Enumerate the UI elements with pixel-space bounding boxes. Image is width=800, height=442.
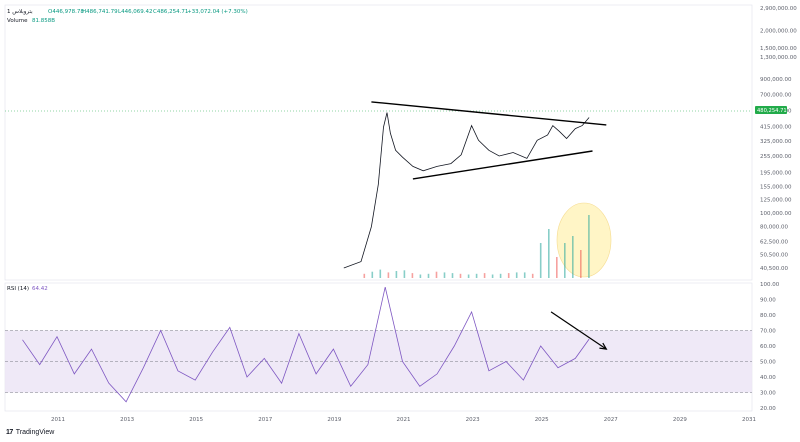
volume-label: Volume bbox=[7, 18, 28, 24]
trendline bbox=[412, 150, 593, 180]
price-tick-label: 50,500.00 bbox=[760, 253, 788, 259]
rsi-tick-label: 60.00 bbox=[760, 344, 776, 350]
volume-bar bbox=[371, 271, 374, 278]
price-tick-label: 325,000.00 bbox=[760, 139, 792, 145]
rsi-tick-label: 30.00 bbox=[760, 391, 776, 397]
brand-label: TradingView bbox=[15, 429, 55, 436]
time-tick-label: 2019 bbox=[327, 417, 341, 423]
volume-bar bbox=[564, 243, 566, 278]
price-tick-label: 2,900,000.00 bbox=[760, 6, 797, 12]
volume-bar bbox=[395, 271, 398, 278]
rsi-label: RSI (14) bbox=[7, 286, 29, 292]
current-price-label: 480,254.71 bbox=[757, 108, 787, 114]
price-tick-label: 415,000.00 bbox=[760, 124, 792, 130]
volume-bar bbox=[427, 273, 430, 278]
price-tick-label: 255,000.00 bbox=[760, 154, 792, 160]
price-series bbox=[343, 112, 590, 269]
volume-bar bbox=[580, 250, 582, 278]
volume-bar bbox=[363, 273, 366, 278]
rsi-annotation-arrow bbox=[550, 311, 608, 350]
volume-value: 81.858B bbox=[32, 18, 55, 24]
volume-bar bbox=[459, 273, 462, 278]
rsi-tick-label: 50.00 bbox=[760, 360, 776, 366]
volume-bar bbox=[419, 274, 422, 278]
volume-bar bbox=[411, 273, 414, 278]
arrow-head bbox=[599, 342, 608, 350]
time-tick-label: 2023 bbox=[466, 417, 480, 423]
rsi-value: 64.42 bbox=[32, 286, 48, 292]
price-tick-label: 1,500,000.00 bbox=[760, 46, 797, 52]
price-tick-label: 155,000.00 bbox=[760, 184, 792, 190]
price-tick-label: 62,500.00 bbox=[760, 240, 788, 246]
volume-bar bbox=[443, 272, 446, 278]
volume-bar bbox=[403, 270, 406, 278]
volume-bar bbox=[491, 274, 494, 278]
rsi-line bbox=[22, 287, 590, 403]
price-tick-label: 125,000.00 bbox=[760, 197, 792, 203]
rsi-tick-label: 40.00 bbox=[760, 375, 776, 381]
volume-bar bbox=[451, 273, 454, 278]
volume-bar bbox=[588, 215, 590, 278]
time-tick-label: 2027 bbox=[604, 417, 618, 423]
rsi-axis: 100.00 90.00 80.00 70.00 60.00 50.00 40.00 30.0… bbox=[760, 282, 780, 412]
price-tick-label: 700,000.00 bbox=[760, 93, 792, 99]
volume-bar bbox=[435, 271, 438, 278]
price-tick-label: 100,000.00 bbox=[760, 211, 792, 217]
price-tick-label: 900,000.00 bbox=[760, 77, 792, 83]
time-tick-label: 2031 bbox=[742, 417, 756, 423]
rsi-tick-label: 90.00 bbox=[760, 298, 776, 304]
ohlc-close: C486,254.71 bbox=[153, 9, 188, 15]
price-pane bbox=[4, 4, 753, 281]
time-axis: 2011 2013 2015 2017 2019 2021 2023 2025 2027 2029… bbox=[51, 417, 756, 423]
time-tick-label: 2025 bbox=[535, 417, 549, 423]
ohlc-change: +33,072.04 (+7.30%) bbox=[187, 9, 248, 15]
time-tick-label: 2021 bbox=[397, 417, 411, 423]
rsi-tick-label: 80.00 bbox=[760, 313, 776, 319]
volume-highlight-ellipse bbox=[556, 202, 612, 278]
trendlines bbox=[371, 101, 607, 180]
current-price-badge bbox=[755, 106, 787, 114]
price-line bbox=[343, 112, 590, 269]
price-tick-label: 2,000,000.00 bbox=[760, 29, 797, 35]
footer: 17 TradingView bbox=[6, 429, 54, 436]
price-tick-label: 40,500.00 bbox=[760, 266, 788, 272]
time-tick-label: 2013 bbox=[120, 417, 134, 423]
volume-bar bbox=[572, 236, 574, 278]
volume-bar bbox=[507, 273, 510, 278]
price-tick-label: 195,000.00 bbox=[760, 170, 792, 176]
rsi-tick-label: 20.00 bbox=[760, 406, 776, 412]
rsi-tick-label: 70.00 bbox=[760, 329, 776, 335]
volume-bar bbox=[467, 274, 470, 278]
time-tick-label: 2015 bbox=[189, 417, 203, 423]
price-axis: 2,900,000.00 2,000,000.00 1,500,000.00 1,30… bbox=[760, 6, 797, 272]
time-tick-label: 2011 bbox=[51, 417, 65, 423]
volume-bar bbox=[523, 272, 526, 278]
volume-bar bbox=[515, 272, 518, 278]
volume-bars bbox=[363, 215, 590, 278]
volume-bar bbox=[548, 229, 550, 278]
tradingview-logo-icon: 17 bbox=[6, 429, 13, 436]
time-tick-label: 2029 bbox=[673, 417, 687, 423]
arrow-shaft bbox=[550, 311, 607, 350]
volume-bar bbox=[475, 273, 478, 278]
ohlc-low: L446,069.42 bbox=[118, 9, 153, 15]
time-tick-label: 2017 bbox=[258, 417, 272, 423]
ohlc-open: O446,978.78 bbox=[48, 9, 84, 15]
rsi-tick-label: 100.00 bbox=[760, 282, 780, 288]
volume-bar bbox=[387, 272, 390, 278]
ohlc-high: H486,741.79 bbox=[82, 9, 118, 15]
volume-bar bbox=[483, 273, 486, 278]
volume-bar bbox=[539, 243, 542, 278]
price-tick-label: 80,000.00 bbox=[760, 225, 788, 231]
symbol-label: 1 بتروبلاس bbox=[7, 9, 33, 15]
trendline bbox=[371, 101, 607, 126]
rsi-series bbox=[22, 287, 590, 403]
volume-bar bbox=[531, 273, 534, 278]
price-tick-label: 1,300,000.00 bbox=[760, 55, 797, 61]
volume-bar bbox=[556, 257, 558, 278]
volume-bar bbox=[499, 273, 502, 278]
volume-bar bbox=[379, 269, 382, 278]
